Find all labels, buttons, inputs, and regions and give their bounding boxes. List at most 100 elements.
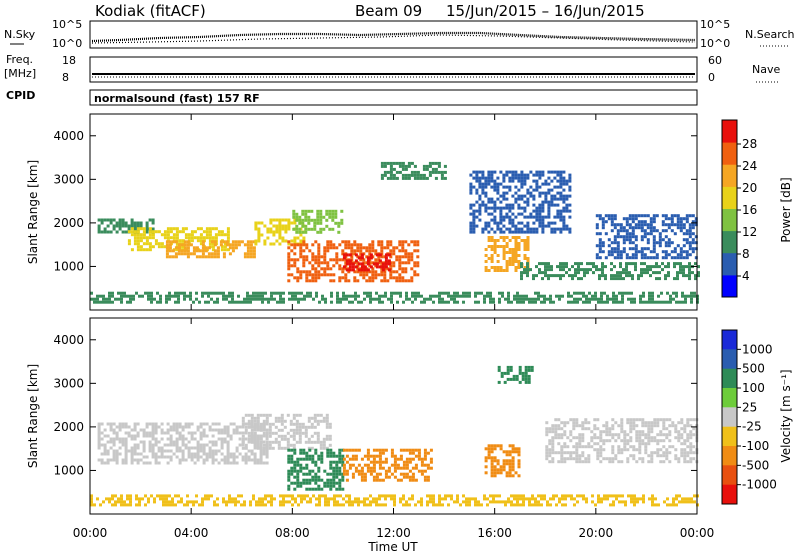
- x-tick-label: 16:00: [477, 526, 512, 540]
- power-echo-region: [342, 253, 391, 272]
- x-tick-label: 20:00: [579, 526, 614, 540]
- power-colorbar-swatch: [722, 120, 737, 143]
- velocity-echo-region: [90, 494, 699, 507]
- power-ylabel: Slant Range [km]: [26, 160, 40, 264]
- beam-label: Beam 09: [355, 2, 422, 20]
- velocity-colorbar-tick-label: 100: [742, 381, 765, 395]
- power-echo-region: [287, 240, 420, 283]
- power-colorbar-swatch: [722, 274, 737, 298]
- power-y-tick-label: 3000: [53, 172, 84, 186]
- power-y-tick-label: 2000: [53, 216, 84, 230]
- power-plot-area: [90, 114, 697, 310]
- nave-label: Nave: [752, 63, 780, 76]
- nsky-trace: [91, 31, 696, 43]
- power-y-tick-label: 4000: [53, 129, 84, 143]
- power-colorbar-swatch: [722, 142, 737, 165]
- power-panel: 1000 2000 3000 4000 Slant Range [km]: [26, 113, 700, 311]
- power-colorbar-tick-label: 4: [742, 269, 750, 283]
- nsky-label: N.Sky: [4, 28, 36, 41]
- power-colorbar-swatch: [722, 252, 737, 276]
- velocity-echo-region: [497, 365, 534, 384]
- power-colorbar-swatch: [722, 230, 737, 254]
- power-colorbar-swatch: [722, 164, 737, 187]
- cpid-text: normalsound (fast) 157 RF: [94, 92, 260, 105]
- power-echo-region: [292, 209, 344, 234]
- power-colorbar-tick-label: 20: [742, 181, 757, 195]
- power-y-axis: 1000 2000 3000 4000: [53, 129, 697, 273]
- nsearch-tick-top: 10^5: [700, 18, 730, 31]
- velocity-colorbar-swatch: [722, 446, 737, 466]
- power-echo-region: [380, 161, 447, 180]
- velocity-y-tick-label: 4000: [53, 333, 84, 347]
- power-y-tick-label: 1000: [53, 259, 84, 273]
- velocity-colorbar-swatch: [722, 426, 737, 447]
- power-colorbar-tick-label: 16: [742, 203, 757, 217]
- velocity-colorbar-swatch: [722, 368, 737, 389]
- power-colorbar-label: Power [dB]: [779, 177, 793, 242]
- nsky-tick-top: 10^5: [52, 18, 82, 31]
- velocity-echo-region: [241, 413, 332, 450]
- power-colorbar-swatch: [722, 186, 737, 209]
- velocity-echo-region: [287, 448, 345, 491]
- power-echo-region: [469, 170, 572, 234]
- nsearch-label: N.Search: [745, 28, 795, 41]
- nsky-strip: N.Sky 10^5 10^0 10^5 10^0 N.Search: [4, 18, 795, 50]
- velocity-y-tick-label: 3000: [53, 376, 84, 390]
- x-tick-label: 08:00: [275, 526, 310, 540]
- velocity-colorbar-tick-label: 1000: [742, 342, 773, 356]
- power-echo-region: [90, 291, 699, 304]
- velocity-colorbar-swatch: [722, 484, 737, 505]
- x-tick-label: 04:00: [174, 526, 209, 540]
- power-colorbar: 28 24 20 16 12 8 4 Power [dB]: [721, 119, 793, 298]
- cpid-label: CPID: [6, 89, 35, 102]
- velocity-y-tick-label: 1000: [53, 463, 84, 477]
- x-tick-label: 00:00: [680, 526, 715, 540]
- power-echo-region: [595, 214, 698, 260]
- freq-label: Freq.: [6, 53, 33, 66]
- velocity-plot-area: [90, 318, 697, 514]
- velocity-colorbar-swatch: [722, 349, 737, 370]
- x-axis-label: Time UT: [367, 540, 418, 554]
- x-tick-label: 12:00: [376, 526, 411, 540]
- velocity-y-tick-label: 2000: [53, 420, 84, 434]
- freq-tick-top: 18: [62, 54, 76, 67]
- power-colorbar-tick-label: 28: [742, 137, 757, 151]
- nsky-tick-bottom: 10^0: [52, 37, 82, 50]
- station-title: Kodiak (fitACF): [95, 2, 206, 20]
- velocity-colorbar-tick-label: -500: [742, 458, 769, 472]
- power-colorbar-tick-label: 12: [742, 225, 757, 239]
- nsearch-trace: [91, 34, 696, 44]
- freq-unit: [MHz]: [4, 67, 36, 80]
- freq-tick-bottom: 8: [62, 71, 69, 84]
- nave-tick-top: 60: [708, 54, 722, 67]
- nave-tick-bottom: 0: [708, 71, 715, 84]
- power-echo-region: [165, 240, 256, 259]
- velocity-echo-region: [484, 444, 521, 478]
- velocity-colorbar-label: Velocity [m s⁻¹]: [779, 369, 793, 462]
- power-colorbar-swatch: [722, 208, 737, 232]
- velocity-colorbar-tick-label: -25: [742, 420, 762, 434]
- velocity-echo-region: [545, 418, 699, 464]
- velocity-colorbar-swatch: [722, 407, 737, 428]
- freq-strip: Freq. [MHz] 18 8 60 0 Nave CPID normalso…: [4, 53, 780, 106]
- nsearch-tick-bottom: 10^0: [700, 37, 730, 50]
- velocity-panel: 1000 2000 3000 4000 Slant Range [km]: [26, 317, 699, 515]
- velocity-ylabel: Slant Range [km]: [26, 364, 40, 468]
- velocity-colorbar-swatch: [722, 330, 737, 350]
- velocity-colorbar-swatch: [722, 465, 737, 486]
- power-heatmap: [90, 161, 700, 304]
- power-echo-region: [520, 262, 700, 281]
- velocity-colorbar-tick-label: 500: [742, 362, 765, 376]
- power-colorbar-tick-label: 24: [742, 159, 757, 173]
- velocity-y-axis: 1000 2000 3000 4000: [53, 333, 697, 477]
- velocity-colorbar-tick-label: 25: [742, 400, 757, 414]
- velocity-heatmap: [90, 365, 699, 507]
- velocity-colorbar-tick-label: -1000: [742, 478, 777, 492]
- velocity-echo-region: [342, 448, 433, 482]
- velocity-colorbar-tick-label: -100: [742, 439, 769, 453]
- time-x-axis: 00:00 04:00 08:00 12:00 16:00 20:00 00:00: [73, 114, 715, 540]
- velocity-colorbar: 1000 500 100 25 -25 -100 -500 -1000 Velocity [m…: [721, 329, 793, 505]
- x-tick-label: 00:00: [73, 526, 108, 540]
- date-range: 15/Jun/2015 – 16/Jun/2015: [446, 2, 645, 20]
